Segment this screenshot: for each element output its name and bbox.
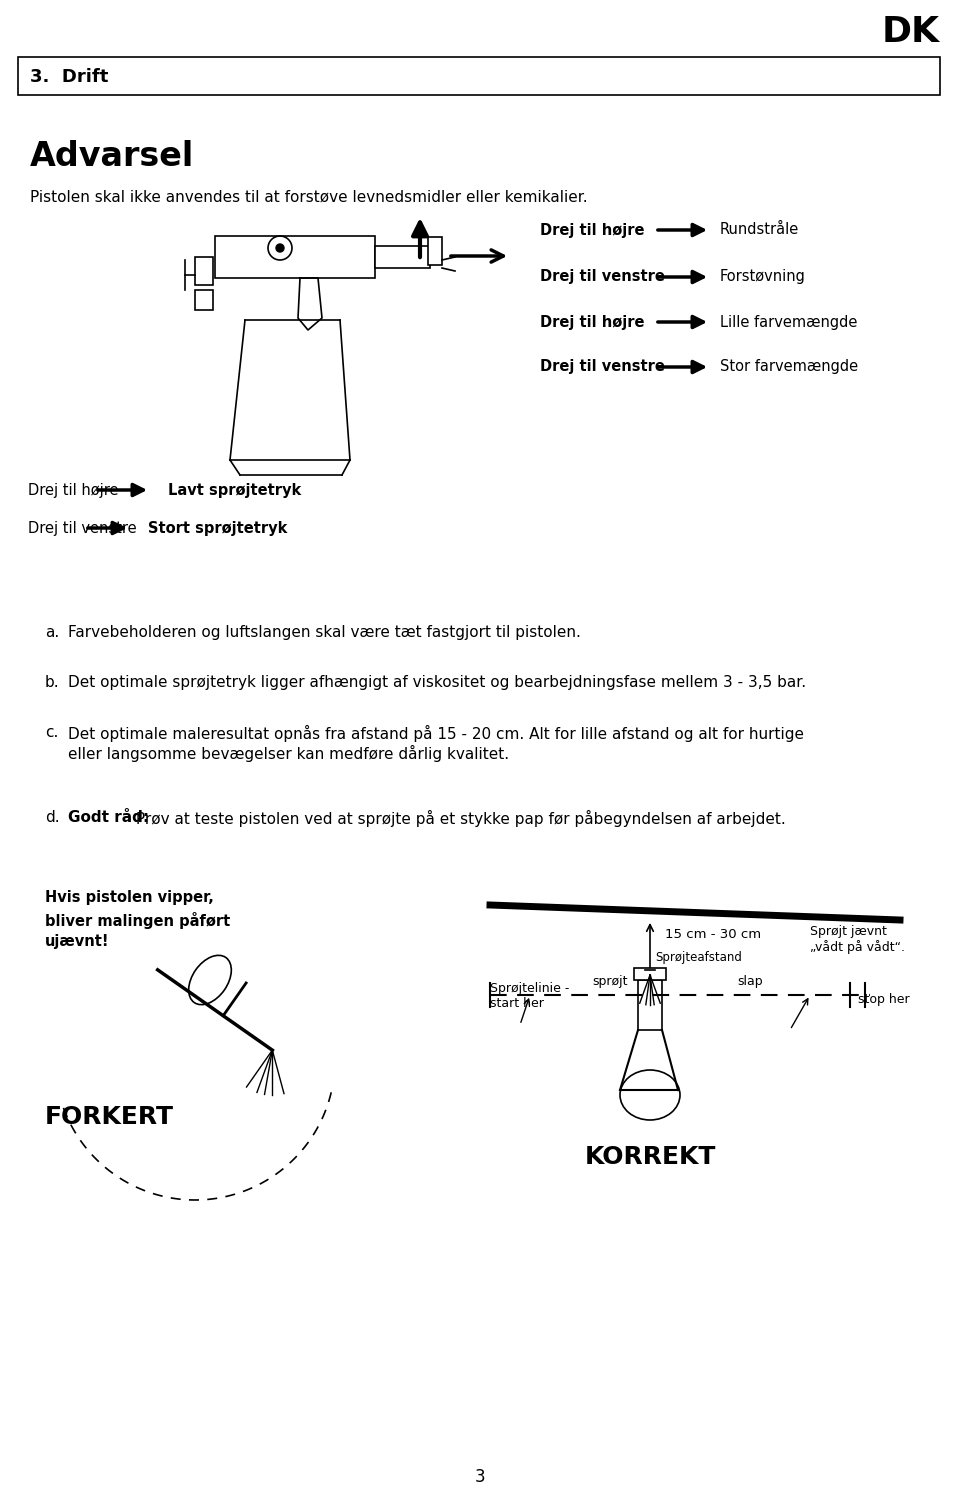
FancyBboxPatch shape bbox=[428, 238, 442, 265]
FancyBboxPatch shape bbox=[18, 57, 940, 95]
Text: Lavt sprøjtetryk: Lavt sprøjtetryk bbox=[168, 483, 301, 498]
Text: Sprøjteafstand: Sprøjteafstand bbox=[655, 952, 742, 964]
Text: Drej til venstre: Drej til venstre bbox=[28, 520, 136, 535]
Text: Forstøvning: Forstøvning bbox=[720, 269, 805, 284]
Text: Det optimale sprøjtetryk ligger afhængigt af viskositet og bearbejdningsfase mel: Det optimale sprøjtetryk ligger afhængig… bbox=[68, 675, 806, 690]
FancyBboxPatch shape bbox=[215, 236, 375, 278]
Text: Lille farvemængde: Lille farvemængde bbox=[720, 314, 857, 329]
Text: Drej til højre: Drej til højre bbox=[540, 223, 644, 238]
Text: Drej til venstre: Drej til venstre bbox=[540, 269, 665, 284]
Text: FORKERT: FORKERT bbox=[45, 1105, 174, 1130]
Text: Drej til højre: Drej til højre bbox=[28, 483, 118, 498]
Text: c.: c. bbox=[45, 725, 59, 740]
Text: bliver malingen påført: bliver malingen påført bbox=[45, 911, 230, 929]
Text: Farvebeholderen og luftslangen skal være tæt fastgjort til pistolen.: Farvebeholderen og luftslangen skal være… bbox=[68, 626, 581, 641]
Text: sprøjt: sprøjt bbox=[592, 975, 628, 988]
Text: Advarsel: Advarsel bbox=[30, 140, 194, 173]
Text: stop her: stop her bbox=[858, 994, 910, 1006]
Text: Rundstråle: Rundstråle bbox=[720, 223, 800, 238]
Text: Det optimale maleresultat opnås fra afstand på 15 - 20 cm. Alt for lille afstand: Det optimale maleresultat opnås fra afst… bbox=[68, 725, 804, 763]
Text: DK: DK bbox=[882, 15, 940, 50]
Text: 15 cm - 30 cm: 15 cm - 30 cm bbox=[665, 928, 761, 942]
Text: d.: d. bbox=[45, 811, 60, 826]
Text: 3.  Drift: 3. Drift bbox=[30, 68, 108, 86]
Text: slap: slap bbox=[737, 975, 763, 988]
Text: b.: b. bbox=[45, 675, 60, 690]
FancyBboxPatch shape bbox=[195, 290, 213, 310]
Text: a.: a. bbox=[45, 626, 60, 641]
FancyBboxPatch shape bbox=[638, 981, 662, 1030]
Text: Sprøjt jævnt
„vådt på vådt“.: Sprøjt jævnt „vådt på vådt“. bbox=[810, 925, 905, 954]
Text: Godt råd:: Godt råd: bbox=[68, 811, 149, 826]
Text: Drej til venstre: Drej til venstre bbox=[540, 359, 665, 374]
Text: Drej til højre: Drej til højre bbox=[540, 314, 644, 329]
FancyBboxPatch shape bbox=[634, 969, 666, 981]
Text: KORREKT: KORREKT bbox=[585, 1145, 716, 1169]
Text: Stor farvemængde: Stor farvemængde bbox=[720, 359, 858, 374]
Text: Pistolen skal ikke anvendes til at forstøve levnedsmidler eller kemikalier.: Pistolen skal ikke anvendes til at forst… bbox=[30, 190, 588, 205]
FancyBboxPatch shape bbox=[195, 257, 213, 284]
Text: Sprøjtelinie -
start her: Sprøjtelinie - start her bbox=[490, 982, 569, 1011]
Text: Hvis pistolen vipper,: Hvis pistolen vipper, bbox=[45, 890, 214, 905]
Circle shape bbox=[276, 244, 284, 253]
Text: ujævnt!: ujævnt! bbox=[45, 934, 109, 949]
Text: 3: 3 bbox=[474, 1468, 486, 1486]
Text: Prøv at teste pistolen ved at sprøjte på et stykke pap før påbegyndelsen af arbe: Prøv at teste pistolen ved at sprøjte på… bbox=[131, 811, 785, 827]
Text: Stort sprøjtetryk: Stort sprøjtetryk bbox=[148, 520, 287, 535]
FancyBboxPatch shape bbox=[375, 247, 430, 268]
